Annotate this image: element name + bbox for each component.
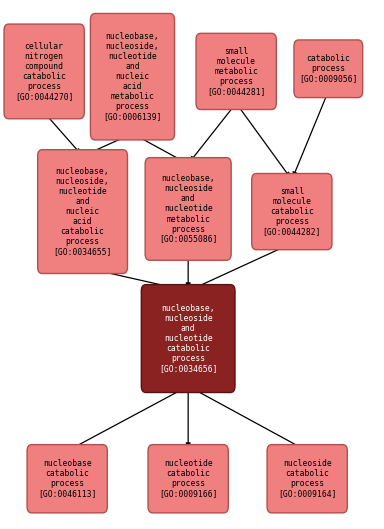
FancyBboxPatch shape bbox=[294, 40, 362, 97]
Text: small
molecule
catabolic
process
[GO:0044282]: small molecule catabolic process [GO:004… bbox=[263, 187, 321, 236]
Text: nucleobase,
nucleoside,
nucleotide
and
nucleic
acid
catabolic
process
[GO:003465: nucleobase, nucleoside, nucleotide and n… bbox=[53, 167, 112, 256]
Text: nucleobase,
nucleoside
and
nucleotide
metabolic
process
[GO:0055086]: nucleobase, nucleoside and nucleotide me… bbox=[159, 174, 217, 244]
FancyBboxPatch shape bbox=[145, 158, 231, 260]
FancyBboxPatch shape bbox=[141, 285, 235, 393]
FancyBboxPatch shape bbox=[4, 24, 84, 119]
FancyBboxPatch shape bbox=[267, 444, 347, 513]
FancyBboxPatch shape bbox=[27, 444, 107, 513]
FancyBboxPatch shape bbox=[196, 33, 276, 110]
Text: small
molecule
metabolic
process
[GO:0044281]: small molecule metabolic process [GO:004… bbox=[207, 47, 265, 96]
Text: nucleobase,
nucleoside,
nucleotide
and
nucleic
acid
metabolic
process
[GO:000613: nucleobase, nucleoside, nucleotide and n… bbox=[103, 32, 162, 121]
FancyBboxPatch shape bbox=[90, 13, 174, 140]
Text: catabolic
process
[GO:0009056]: catabolic process [GO:0009056] bbox=[299, 54, 358, 84]
Text: nucleotide
catabolic
process
[GO:0009166]: nucleotide catabolic process [GO:0009166… bbox=[159, 459, 217, 498]
Text: nucleobase,
nucleoside
and
nucleotide
catabolic
process
[GO:0034656]: nucleobase, nucleoside and nucleotide ca… bbox=[159, 304, 217, 373]
FancyBboxPatch shape bbox=[148, 444, 228, 513]
FancyBboxPatch shape bbox=[38, 150, 127, 273]
Text: nucleoside
catabolic
process
[GO:0009164]: nucleoside catabolic process [GO:0009164… bbox=[278, 459, 336, 498]
Text: nucleobase
catabolic
process
[GO:0046113]: nucleobase catabolic process [GO:0046113… bbox=[38, 459, 96, 498]
Text: cellular
nitrogen
compound
catabolic
process
[GO:0044270]: cellular nitrogen compound catabolic pro… bbox=[15, 42, 73, 101]
FancyBboxPatch shape bbox=[252, 174, 332, 250]
